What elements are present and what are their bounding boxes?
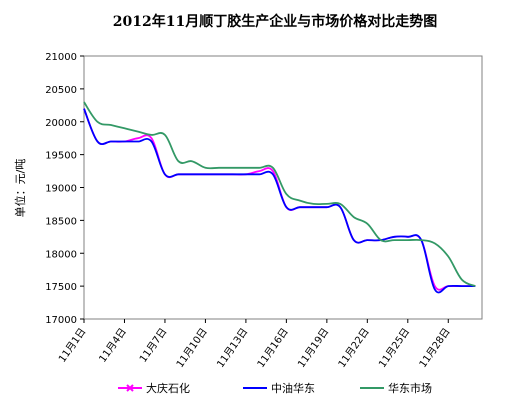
legend-marker-1b [126, 384, 134, 392]
x-tick-label: 11月28日 [417, 326, 453, 370]
x-tick-label: 11月25日 [376, 326, 412, 370]
x-tick-label: 11月19日 [295, 326, 331, 370]
y-tick-label: 19000 [45, 184, 77, 195]
y-axis-label: 单位：元/吨 [13, 159, 27, 218]
y-tick-label: 18000 [45, 249, 77, 260]
y-tick-label: 20500 [45, 85, 77, 96]
series-line-3 [83, 101, 476, 287]
y-axis-ticks: 17000 17500 18000 18500 19000 19500 20000 20500… [45, 52, 84, 326]
series-line-2 [83, 108, 476, 294]
y-tick-label: 18500 [45, 216, 77, 227]
x-axis-ticks: 11月1日 11月4日 11月7日 11月10日 11月13日 11月16日 11月19日 1… [56, 319, 453, 370]
series-lines [83, 101, 476, 294]
x-tick-label: 11月10日 [174, 326, 210, 370]
y-tick-label: 17500 [45, 282, 77, 293]
x-tick-label: 11月7日 [137, 326, 169, 365]
legend-label-1: 大庆石化 [146, 381, 190, 395]
x-tick-label: 11月1日 [56, 326, 88, 365]
legend-label-3: 华东市场 [388, 381, 432, 395]
x-tick-label: 11月22日 [336, 326, 372, 370]
chart-title: 2012年11月顺丁胶生产企业与市场价格对比走势图 [113, 13, 437, 30]
legend-label-2: 中油华东 [271, 381, 315, 395]
x-tick-label: 11月16日 [255, 326, 291, 370]
legend: 大庆石化 中油华东 华东市场 [118, 381, 432, 395]
y-tick-label: 20000 [45, 118, 77, 129]
x-tick-label: 11月4日 [97, 326, 129, 365]
x-tick-label: 11月13日 [214, 326, 250, 370]
y-tick-label: 21000 [45, 52, 77, 63]
y-tick-label: 19500 [45, 151, 77, 162]
y-tick-label: 17000 [45, 315, 77, 326]
